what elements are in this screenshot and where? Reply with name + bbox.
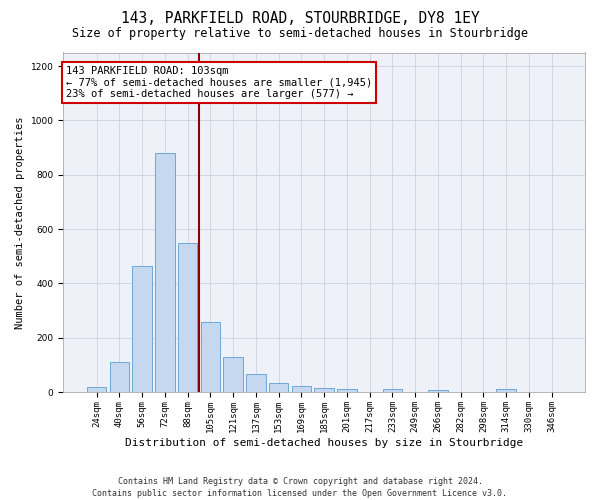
Bar	[292, 386, 311, 392]
Bar	[428, 390, 448, 392]
X-axis label: Distribution of semi-detached houses by size in Stourbridge: Distribution of semi-detached houses by …	[125, 438, 523, 448]
Bar	[201, 322, 220, 392]
Text: Size of property relative to semi-detached houses in Stourbridge: Size of property relative to semi-detach…	[72, 28, 528, 40]
Bar	[383, 390, 402, 392]
Bar	[496, 390, 516, 392]
Text: 143 PARKFIELD ROAD: 103sqm
← 77% of semi-detached houses are smaller (1,945)
23%: 143 PARKFIELD ROAD: 103sqm ← 77% of semi…	[66, 66, 372, 100]
Bar	[133, 266, 152, 392]
Bar	[314, 388, 334, 392]
Text: 143, PARKFIELD ROAD, STOURBRIDGE, DY8 1EY: 143, PARKFIELD ROAD, STOURBRIDGE, DY8 1E…	[121, 11, 479, 26]
Bar	[87, 387, 106, 392]
Bar	[337, 390, 356, 392]
Bar	[269, 384, 289, 392]
Bar	[223, 358, 243, 392]
Bar	[178, 242, 197, 392]
Text: Contains HM Land Registry data © Crown copyright and database right 2024.
Contai: Contains HM Land Registry data © Crown c…	[92, 476, 508, 498]
Bar	[155, 153, 175, 392]
Bar	[246, 374, 266, 392]
Bar	[110, 362, 129, 392]
Y-axis label: Number of semi-detached properties: Number of semi-detached properties	[15, 116, 25, 328]
